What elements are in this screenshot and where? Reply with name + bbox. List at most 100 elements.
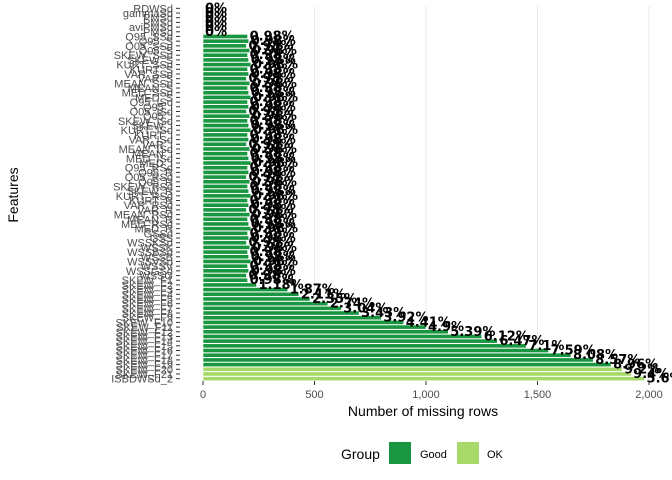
y-tick-label: ISBDWSd_2	[111, 374, 173, 386]
bar-value-label: 0.98%	[252, 142, 297, 157]
x-tick-label: 1,000	[412, 389, 440, 401]
bar-value-label: 8.96%	[613, 358, 658, 373]
y-tick-label: Q05_ISd	[130, 106, 173, 118]
y-tick-label: SKEW_SSd	[114, 50, 173, 62]
y-tick-label: Q95_SSd	[125, 31, 173, 43]
bar-value-label: 1.87%	[290, 283, 335, 298]
bar-value-label: 0.98%	[248, 203, 293, 218]
y-tick-label: PMSd	[143, 27, 173, 39]
bar-value-label: 0%	[205, 1, 227, 16]
y-tick-label: WSSGSd	[126, 266, 173, 278]
bar-value-label: 0.98%	[251, 100, 296, 115]
bar	[202, 343, 527, 349]
bar-value-label: 0.98%	[253, 123, 298, 138]
y-tick-label: MEAN_R	[127, 214, 173, 226]
y-tick-label: WSSVSd	[127, 256, 173, 268]
bar	[202, 310, 360, 316]
bar	[202, 160, 252, 166]
y-tick-label: Q95_S	[139, 36, 173, 48]
bar-value-label: 6.12%	[484, 329, 529, 344]
bar-value-label: 7.1%	[528, 339, 564, 354]
bar-value-label: 0.98%	[251, 231, 296, 246]
bar	[202, 123, 250, 128]
bar	[202, 315, 382, 321]
bar-value-label: 0.98%	[250, 179, 295, 194]
bar-value-label: 0.98%	[251, 119, 296, 134]
bar	[202, 287, 289, 293]
y-tick-label: SKEW_F17	[116, 350, 173, 362]
y-tick-label: SKEW_F20	[116, 364, 173, 376]
y-tick-label: MEAN_SSd	[114, 78, 173, 90]
y-tick-label: SKEW_F1	[122, 275, 173, 287]
bar	[202, 48, 251, 53]
bars	[202, 34, 645, 382]
y-tick-label: SKEW_ISd	[118, 116, 173, 128]
bar	[202, 151, 248, 157]
y-tick-label: GSSd	[144, 228, 173, 240]
bar	[202, 202, 250, 208]
y-tick-label: SKEW_F13	[116, 331, 173, 343]
y-tick-label: SKEW_F7	[122, 303, 173, 315]
bar	[202, 263, 248, 269]
bar-value-label: 5.6%	[647, 372, 672, 387]
bar	[202, 301, 329, 307]
bar-value-label: 0.98%	[252, 109, 297, 124]
bar	[202, 324, 427, 330]
y-tick-label: SKEW_F12	[116, 327, 173, 339]
bar	[202, 226, 252, 232]
legend: Group Good OK	[341, 442, 504, 464]
bar-value-label: 0%	[205, 11, 227, 26]
bar-value-label: 0.98%	[250, 226, 295, 241]
bar-value-label: 0.98%	[248, 72, 293, 87]
bar-value-label: 0.98%	[252, 175, 297, 190]
bar	[202, 193, 252, 199]
bar-value-label: 2.11%	[301, 287, 346, 302]
bar-value-label: 0.98%	[252, 208, 297, 223]
x-tick-label: 500	[305, 389, 323, 401]
bar	[202, 273, 247, 278]
bar-value-label: 0.98%	[250, 48, 295, 63]
y-tick-label: Q95_RSd	[125, 163, 173, 175]
y-tick-label: MEAN_I	[132, 149, 173, 161]
bar	[202, 207, 247, 213]
y-tick-label: KURT_I	[134, 130, 173, 142]
bar-value-label: 0.98%	[248, 104, 293, 119]
y-tick-label: MED_SSd	[122, 88, 173, 100]
bar-value-label: 8.08%	[573, 348, 618, 363]
bar-value-label: 0.98%	[251, 34, 296, 49]
y-tick-label: MED_R	[134, 224, 173, 236]
y-tick-label: SKEW_F8	[122, 308, 173, 320]
y-tick-label: SKEW_F10	[116, 317, 173, 329]
y-tick-label: KURT_RSd	[116, 191, 173, 203]
bar-value-label: 6.47%	[499, 334, 544, 349]
bar-value-label: 0.98%	[251, 184, 296, 199]
legend-swatch-ok	[457, 442, 479, 464]
bar-value-label: 0.98%	[250, 161, 295, 176]
bar	[202, 334, 483, 339]
bar	[202, 99, 248, 105]
bar	[202, 216, 248, 222]
y-tick-label: KURT_R	[129, 196, 173, 208]
bar-value-label: 3.92%	[383, 311, 428, 326]
bar-value-label: 5.39%	[450, 325, 495, 340]
bar	[202, 80, 251, 86]
y-tick-label: WSSK	[141, 242, 174, 254]
bar-value-label: 7.59%	[551, 344, 596, 359]
bar-value-label: 0.98%	[248, 39, 293, 54]
y-tick-label: SKEW_F5	[122, 294, 173, 306]
bar	[202, 352, 572, 358]
bar	[202, 38, 250, 44]
bar	[202, 329, 449, 335]
y-tick-label: MEAN_S	[128, 83, 173, 95]
bar-value-label: 0.98%	[251, 67, 296, 82]
bar	[202, 268, 250, 274]
bar-value-label: 0.98%	[253, 90, 298, 105]
bar	[202, 282, 257, 288]
bar	[202, 66, 248, 72]
y-tick-label: SKEW_F11	[116, 322, 173, 334]
bar	[202, 244, 251, 250]
bar	[202, 165, 248, 171]
y-tick-label: RDWSd	[133, 3, 173, 15]
bar	[202, 338, 498, 344]
